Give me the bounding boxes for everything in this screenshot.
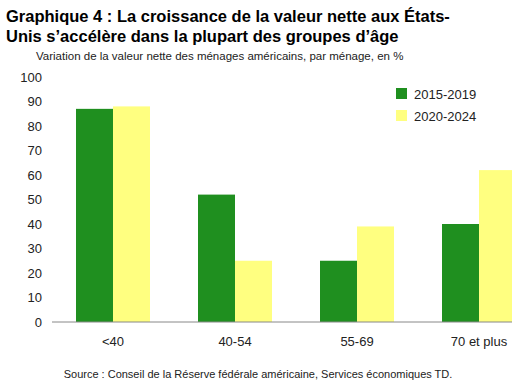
legend-label: 2020-2024: [414, 109, 476, 124]
bar: [113, 106, 150, 322]
bar: [479, 170, 512, 322]
x-tick-label: <40: [102, 334, 124, 349]
bar: [235, 261, 272, 322]
x-axis: [52, 322, 512, 323]
y-tick-label: 20: [28, 266, 42, 281]
y-tick-label: 60: [28, 168, 42, 183]
y-tick-label: 40: [28, 217, 42, 232]
y-tick-label: 80: [28, 119, 42, 134]
x-tick-label: 70 et plus: [451, 334, 508, 349]
legend-swatch: [396, 110, 407, 121]
bars: [76, 106, 512, 322]
title: Graphique 4 : La croissance de la valeur…: [6, 7, 450, 45]
bar: [320, 261, 357, 322]
x-tick-label: 55-69: [340, 334, 373, 349]
y-tick-label: 70: [28, 143, 42, 158]
bar: [198, 195, 235, 322]
chart: Graphique 4 : La croissance de la valeur…: [0, 0, 516, 386]
bar: [76, 109, 113, 322]
x-tick-label: 40-54: [218, 334, 251, 349]
source: Source : Conseil de la Réserve fédérale …: [64, 368, 453, 380]
legend-swatch: [396, 88, 407, 99]
title-line: Graphique 4 : La croissance de la valeur…: [6, 7, 450, 25]
y-tick-label: 50: [28, 192, 42, 207]
bar: [357, 226, 394, 322]
y-tick-label: 30: [28, 241, 42, 256]
title-line: Unis s’accélère dans la plupart des grou…: [6, 27, 398, 45]
y-tick-label: 10: [28, 290, 42, 305]
bar: [442, 224, 479, 322]
chart-container: Graphique 4 : La croissance de la valeur…: [0, 0, 516, 386]
legend-label: 2015-2019: [414, 87, 476, 102]
y-tick-label: 0: [35, 315, 42, 330]
subtitle: Variation de la valeur nette des ménages…: [36, 50, 403, 62]
y-tick-label: 90: [28, 94, 42, 109]
y-tick-label: 100: [20, 70, 42, 85]
